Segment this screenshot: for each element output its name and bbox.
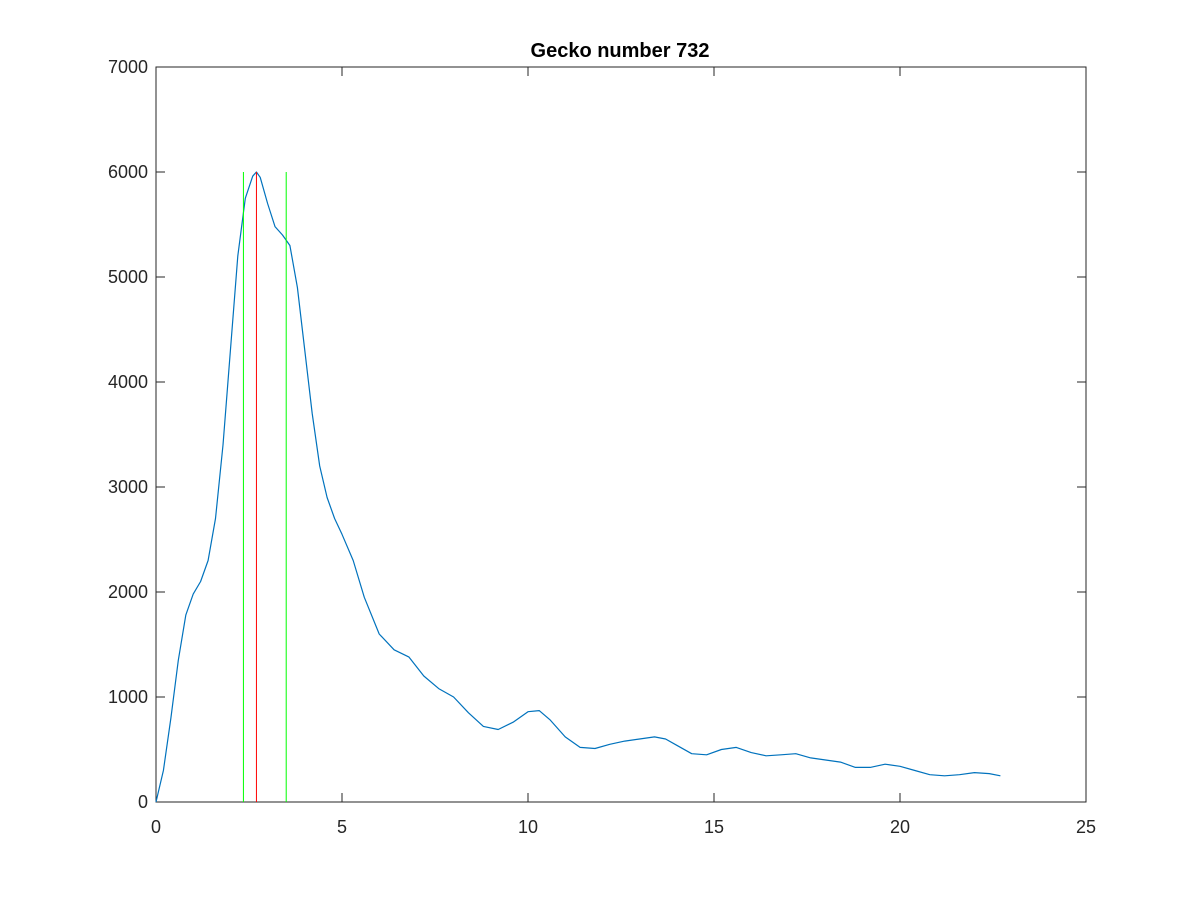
y-tick-label: 1000: [108, 687, 148, 707]
x-tick-label: 20: [890, 817, 910, 837]
plot-lines: [155, 171, 1001, 803]
y-tick-label: 6000: [108, 162, 148, 182]
y-tick-label: 2000: [108, 582, 148, 602]
y-tick-label: 4000: [108, 372, 148, 392]
series-line: [155, 171, 1001, 803]
axes: 0 5 10 15 20 25 0 1000 2000 3000 4000 5000 6000 7000: [108, 57, 1096, 837]
y-tick-label: 0: [138, 792, 148, 812]
x-tick-label: 25: [1076, 817, 1096, 837]
x-tick-label: 5: [337, 817, 347, 837]
chart-title: Gecko number 732: [531, 40, 710, 62]
y-tick-label: 7000: [108, 57, 148, 77]
y-tick-label: 3000: [108, 477, 148, 497]
y-tick-label: 5000: [108, 267, 148, 287]
plot-area: [155, 66, 1087, 803]
x-tick-label: 0: [151, 817, 161, 837]
x-tick-label: 10: [518, 817, 538, 837]
x-tick-label: 15: [704, 817, 724, 837]
